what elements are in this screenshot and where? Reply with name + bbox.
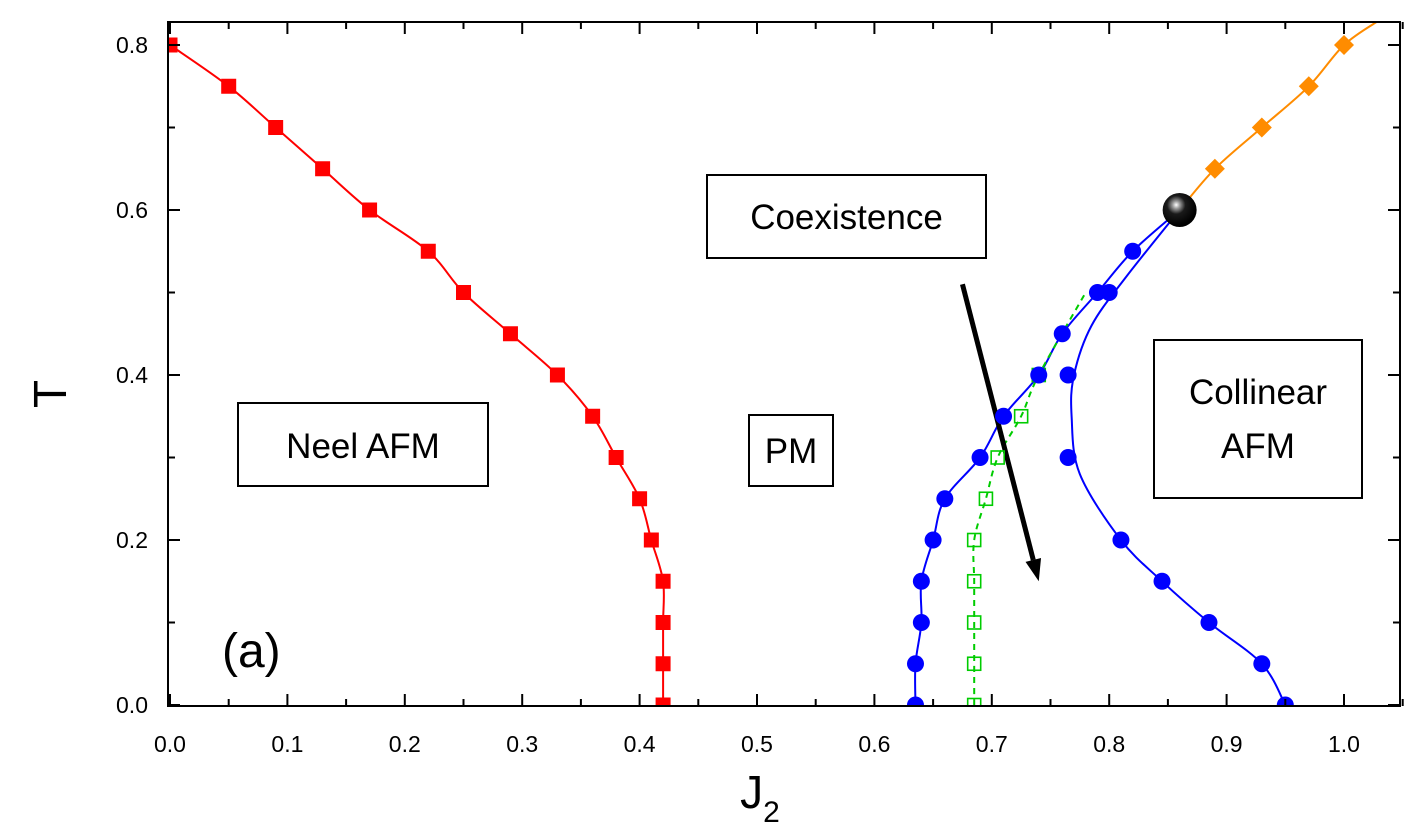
neel-boundary-point xyxy=(362,202,378,218)
coexistence-left-point xyxy=(906,696,924,706)
x-tick-label: 0.7 xyxy=(976,731,1008,757)
transition-point xyxy=(990,450,1005,465)
coexistence-left-point xyxy=(1088,284,1106,301)
x-tick-label: 0.1 xyxy=(271,731,303,757)
coexistence-right-point xyxy=(1153,572,1171,590)
coexistence-left-curve xyxy=(914,209,1181,706)
transition-curve xyxy=(972,292,1087,705)
y-tick-label: 0.8 xyxy=(116,32,148,58)
x-tick-label: 0.6 xyxy=(858,731,890,757)
x-tick-label: 0.8 xyxy=(1093,731,1125,757)
coexistence-right-point xyxy=(1100,284,1118,301)
x-tick-label: 0.2 xyxy=(389,731,421,757)
coexistence-left-point xyxy=(912,572,930,590)
coexistence-left-point xyxy=(936,490,954,508)
panel-label: (a) xyxy=(222,625,281,678)
annotation-box xyxy=(1153,339,1363,499)
ticks-layer: 0.0 0.1 0.2 0.3 0.4 0.5 0.6 0.7 0.8 0.9 1.0 0.0 0.2 0… xyxy=(116,22,1404,757)
neel-boundary-curve xyxy=(169,44,665,705)
coexistence-right-curve xyxy=(1070,209,1287,706)
annotation-box xyxy=(237,402,489,487)
coexistence-left-point xyxy=(906,655,924,673)
coexistence-right-point xyxy=(1253,655,1271,673)
neel-boundary-point xyxy=(632,491,648,507)
collinear-upper-point xyxy=(1298,76,1319,97)
y-axis-title: T xyxy=(24,380,76,408)
transition-point xyxy=(1013,408,1029,424)
x-tick-label: 0.5 xyxy=(741,731,773,757)
neel-boundary-point xyxy=(315,161,331,177)
neel-boundary-point xyxy=(655,615,671,630)
coexistence-left-point xyxy=(995,407,1013,425)
annotation-text: Neel AFM xyxy=(286,427,440,466)
collinear-upper-point xyxy=(1204,158,1225,179)
x-axis-title-main: J xyxy=(740,766,763,818)
neel-boundary-point xyxy=(502,326,518,342)
collinear-upper-point xyxy=(1334,35,1354,55)
coexistence-left-point xyxy=(1030,366,1048,384)
neel-boundary-point xyxy=(643,532,659,548)
arrow-head xyxy=(1025,557,1042,582)
annotation-text: AFM xyxy=(1221,427,1295,466)
x-tick-label: 0.9 xyxy=(1211,731,1243,757)
transition-point xyxy=(966,532,982,548)
neel-boundary-point xyxy=(655,573,671,589)
coexistence-left-point xyxy=(924,531,942,549)
critical-point xyxy=(1162,193,1197,227)
transition-point xyxy=(978,491,994,507)
neel-boundary-point xyxy=(456,285,471,300)
annotation-text: Coexistence xyxy=(750,198,943,237)
annotation-text: PM xyxy=(765,432,818,471)
annotation-neel: Neel AFM xyxy=(237,402,489,487)
annotation-box xyxy=(706,174,987,259)
x-tick-label: 0.3 xyxy=(506,731,538,757)
transition-point xyxy=(966,615,982,630)
collinear-upper-point xyxy=(1251,117,1272,138)
coexistence-right-point xyxy=(1200,614,1218,631)
neel-boundary-point xyxy=(655,656,671,672)
y-tick-label: 0.2 xyxy=(116,527,148,553)
neel-boundary-point xyxy=(655,697,671,706)
coexistence-right-point xyxy=(1059,366,1077,384)
annotation-pm: PM xyxy=(748,414,834,487)
neel-boundary-point xyxy=(221,78,237,94)
y-tick-label: 0.4 xyxy=(116,362,148,388)
coexistence-left-point xyxy=(971,449,989,466)
annotation-coexistence: Coexistence xyxy=(706,174,987,259)
y-tick-label: 0.0 xyxy=(116,692,148,718)
neel-boundary-point xyxy=(585,408,601,424)
coexistence-right-point xyxy=(1059,449,1077,466)
coexistence-left-point xyxy=(1124,242,1142,260)
plot-frame xyxy=(167,21,1401,707)
transition-point xyxy=(966,573,982,589)
coexistence-left-point xyxy=(912,614,930,631)
annotation-box xyxy=(748,414,834,487)
coexistence-right-point xyxy=(1112,531,1130,549)
y-tick-label: 0.6 xyxy=(116,197,148,223)
x-tick-label: 0.4 xyxy=(624,731,656,757)
x-tick-label: 0.0 xyxy=(154,731,186,757)
transition-point xyxy=(966,656,982,672)
annotation-collinear: Collinear AFM xyxy=(1153,339,1363,499)
x-axis-title: J2 xyxy=(740,766,780,824)
annotation-text: Collinear xyxy=(1189,373,1327,412)
x-tick-label: 1.0 xyxy=(1328,731,1360,757)
x-axis-title-subscript: 2 xyxy=(763,796,780,824)
neel-boundary-point xyxy=(549,367,565,383)
markers-layer xyxy=(168,35,1354,706)
annotation-layer: Neel AFM PM Coexistence Collinear AFM xyxy=(237,174,1363,499)
neel-boundary-point xyxy=(608,450,624,465)
neel-boundary-point xyxy=(420,243,436,259)
neel-boundary-point xyxy=(268,120,284,135)
coexistence-left-point xyxy=(1053,325,1071,343)
